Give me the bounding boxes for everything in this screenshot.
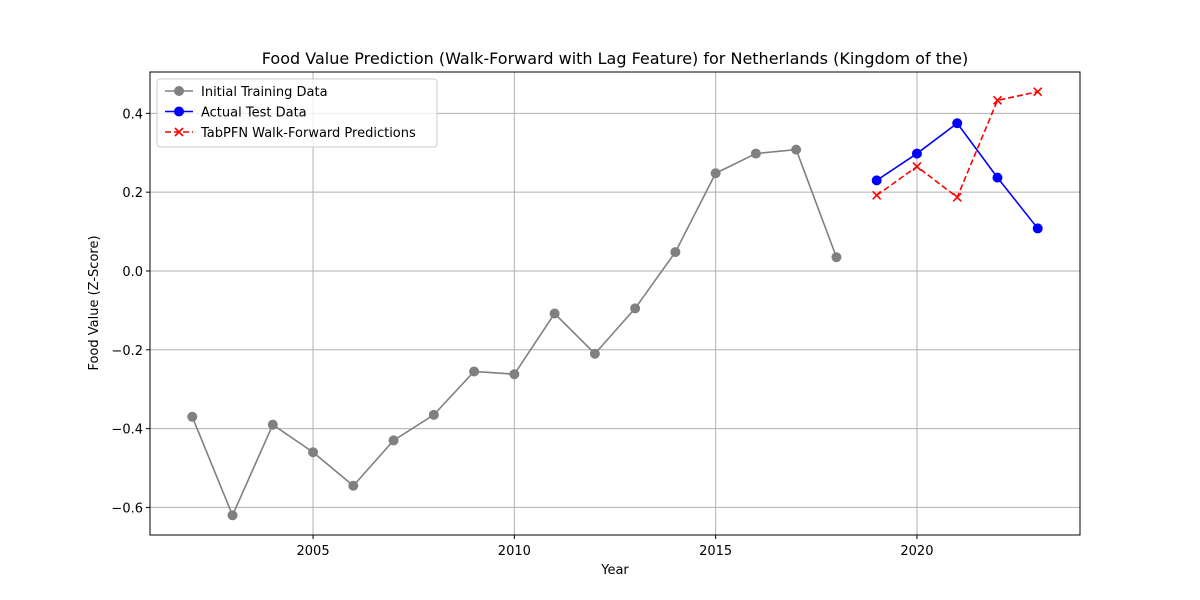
legend-item: Actual Test Data (165, 106, 307, 121)
legend-label: Initial Training Data (201, 85, 328, 100)
data-point (227, 510, 238, 521)
y-tick-label: −0.2 (111, 344, 143, 359)
data-point (750, 148, 761, 159)
legend-label: TabPFN Walk-Forward Predictions (200, 126, 416, 141)
chart-title: Food Value Prediction (Walk-Forward with… (262, 49, 968, 68)
legend-item: Initial Training Data (165, 85, 328, 100)
plot-frame (149, 71, 1081, 536)
y-tick-label: 0.0 (122, 265, 143, 280)
legend-box (156, 78, 438, 148)
y-tick-label: −0.6 (111, 501, 143, 516)
data-point (791, 144, 802, 155)
data-point (911, 148, 922, 159)
x-tick-label: 2020 (900, 544, 933, 559)
data-point (308, 447, 319, 458)
legend-label: Actual Test Data (201, 106, 307, 121)
data-point (670, 247, 681, 258)
data-point (388, 435, 399, 446)
legend-swatch-marker (174, 106, 184, 117)
data-point (428, 409, 439, 420)
legend-swatch-marker (174, 86, 184, 96)
legend-swatch-marker (174, 127, 184, 137)
y-tick-label: 0.2 (122, 186, 143, 201)
data-point (267, 419, 278, 430)
grid-lines (150, 72, 1080, 535)
series-2 (872, 87, 1043, 202)
data-point (187, 411, 198, 422)
y-axis-label: Food Value (Z-Score) (87, 235, 102, 370)
data-point (469, 366, 480, 377)
data-point (952, 118, 963, 129)
data-point (831, 252, 842, 263)
data-point (348, 480, 359, 491)
x-tick-label: 2015 (699, 544, 732, 559)
y-tick-label: 0.4 (122, 107, 143, 122)
x-axis-label: Year (600, 563, 629, 578)
axis-ticks: 2005 2010 2015 2020 −0.6 −0.4 −0.2 0.0 0.2 0.4 (111, 107, 933, 559)
data-point (630, 303, 641, 314)
data-point (549, 308, 560, 319)
data-point (871, 175, 882, 186)
data-point (509, 369, 520, 380)
data-point (992, 172, 1003, 183)
data-point (952, 192, 962, 202)
x-tick-label: 2005 (297, 544, 330, 559)
data-point (589, 348, 600, 359)
legend-item: TabPFN Walk-Forward Predictions (165, 126, 416, 141)
series-group (187, 87, 1043, 521)
data-point (872, 190, 882, 200)
y-tick-label: −0.4 (111, 423, 143, 438)
data-point (1033, 87, 1043, 97)
x-tick-label: 2010 (498, 544, 531, 559)
legend: Initial Training Data Actual Test Data Tab… (156, 78, 438, 148)
data-point (710, 168, 721, 179)
data-point (912, 162, 922, 172)
series-1 (871, 118, 1043, 234)
series-0 (187, 144, 842, 521)
data-point (1032, 223, 1043, 234)
data-point (992, 95, 1003, 105)
